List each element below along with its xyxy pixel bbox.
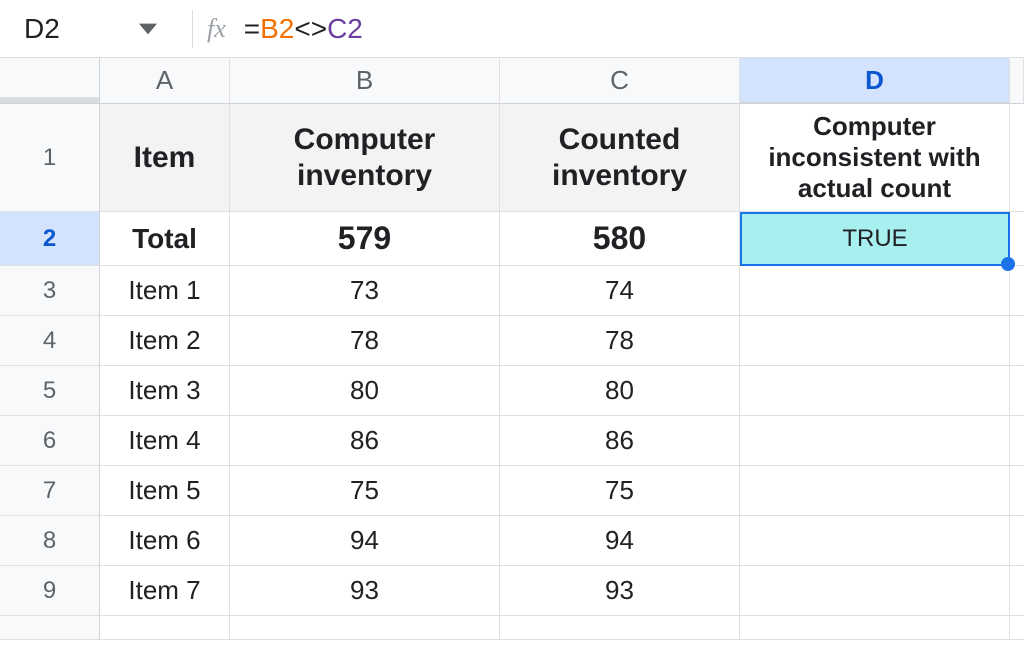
- row-head-8[interactable]: 8: [0, 516, 100, 566]
- cell-d4[interactable]: [740, 316, 1010, 366]
- formula-bar: D2 fx =B2<>C2: [0, 0, 1024, 58]
- cell-e6[interactable]: [1010, 416, 1024, 466]
- cell-e3[interactable]: [1010, 266, 1024, 316]
- formula-token-op: <>: [294, 13, 327, 44]
- cell-d5[interactable]: [740, 366, 1010, 416]
- cell-b7[interactable]: 75: [230, 466, 500, 516]
- cell-a4[interactable]: Item 2: [100, 316, 230, 366]
- cell-a1[interactable]: Item: [100, 104, 230, 212]
- cell-d7[interactable]: [740, 466, 1010, 516]
- select-all-corner[interactable]: [0, 58, 100, 104]
- cell-c3[interactable]: 74: [500, 266, 740, 316]
- cell-a3[interactable]: Item 1: [100, 266, 230, 316]
- cell-c6[interactable]: 86: [500, 416, 740, 466]
- cell-c4[interactable]: 78: [500, 316, 740, 366]
- cell-d9[interactable]: [740, 566, 1010, 616]
- cell-e7[interactable]: [1010, 466, 1024, 516]
- formula-token-ref2: C2: [327, 13, 363, 44]
- cell-c9[interactable]: 93: [500, 566, 740, 616]
- col-head-a[interactable]: A: [100, 58, 230, 104]
- name-box-dropdown-icon[interactable]: [118, 20, 178, 38]
- col-head-d[interactable]: D: [740, 58, 1010, 104]
- cell-a5[interactable]: Item 3: [100, 366, 230, 416]
- cell-d3[interactable]: [740, 266, 1010, 316]
- row-head-7[interactable]: 7: [0, 466, 100, 516]
- cell-e8[interactable]: [1010, 516, 1024, 566]
- formula-token-eq: =: [244, 13, 260, 44]
- cell-c10[interactable]: [500, 616, 740, 640]
- cell-b8[interactable]: 94: [230, 516, 500, 566]
- col-head-c[interactable]: C: [500, 58, 740, 104]
- cell-a7[interactable]: Item 5: [100, 466, 230, 516]
- row-head-2[interactable]: 2: [0, 212, 100, 266]
- cell-d8[interactable]: [740, 516, 1010, 566]
- cell-e4[interactable]: [1010, 316, 1024, 366]
- col-head-b[interactable]: B: [230, 58, 500, 104]
- spreadsheet-grid[interactable]: A B C D 1 Item Computer inventory Counte…: [0, 58, 1024, 640]
- cell-d10[interactable]: [740, 616, 1010, 640]
- row-head-6[interactable]: 6: [0, 416, 100, 466]
- row-head-5[interactable]: 5: [0, 366, 100, 416]
- cell-a8[interactable]: Item 6: [100, 516, 230, 566]
- cell-e1[interactable]: [1010, 104, 1024, 212]
- cell-b2[interactable]: 579: [230, 212, 500, 266]
- cell-c7[interactable]: 75: [500, 466, 740, 516]
- fx-icon: fx: [207, 14, 226, 44]
- cell-a10[interactable]: [100, 616, 230, 640]
- cell-c5[interactable]: 80: [500, 366, 740, 416]
- cell-e9[interactable]: [1010, 566, 1024, 616]
- row-head-9[interactable]: 9: [0, 566, 100, 616]
- cell-b5[interactable]: 80: [230, 366, 500, 416]
- cell-e5[interactable]: [1010, 366, 1024, 416]
- name-box[interactable]: D2: [8, 13, 118, 45]
- cell-d2[interactable]: TRUE: [740, 212, 1010, 266]
- cell-c1[interactable]: Counted inventory: [500, 104, 740, 212]
- cell-d6[interactable]: [740, 416, 1010, 466]
- cell-d1[interactable]: Computer inconsistent with actual count: [740, 104, 1010, 212]
- row-head-10[interactable]: [0, 616, 100, 640]
- divider: [192, 10, 193, 48]
- cell-e10[interactable]: [1010, 616, 1024, 640]
- cell-b1[interactable]: Computer inventory: [230, 104, 500, 212]
- cell-c8[interactable]: 94: [500, 516, 740, 566]
- cell-b9[interactable]: 93: [230, 566, 500, 616]
- row-head-3[interactable]: 3: [0, 266, 100, 316]
- formula-token-ref1: B2: [260, 13, 294, 44]
- cell-b4[interactable]: 78: [230, 316, 500, 366]
- cell-b6[interactable]: 86: [230, 416, 500, 466]
- formula-input[interactable]: =B2<>C2: [244, 13, 363, 45]
- cell-b3[interactable]: 73: [230, 266, 500, 316]
- cell-a9[interactable]: Item 7: [100, 566, 230, 616]
- cell-b10[interactable]: [230, 616, 500, 640]
- cell-a6[interactable]: Item 4: [100, 416, 230, 466]
- row-head-1[interactable]: 1: [0, 104, 100, 212]
- cell-a2[interactable]: Total: [100, 212, 230, 266]
- cell-c2[interactable]: 580: [500, 212, 740, 266]
- col-head-tail: [1010, 58, 1024, 104]
- row-head-4[interactable]: 4: [0, 316, 100, 366]
